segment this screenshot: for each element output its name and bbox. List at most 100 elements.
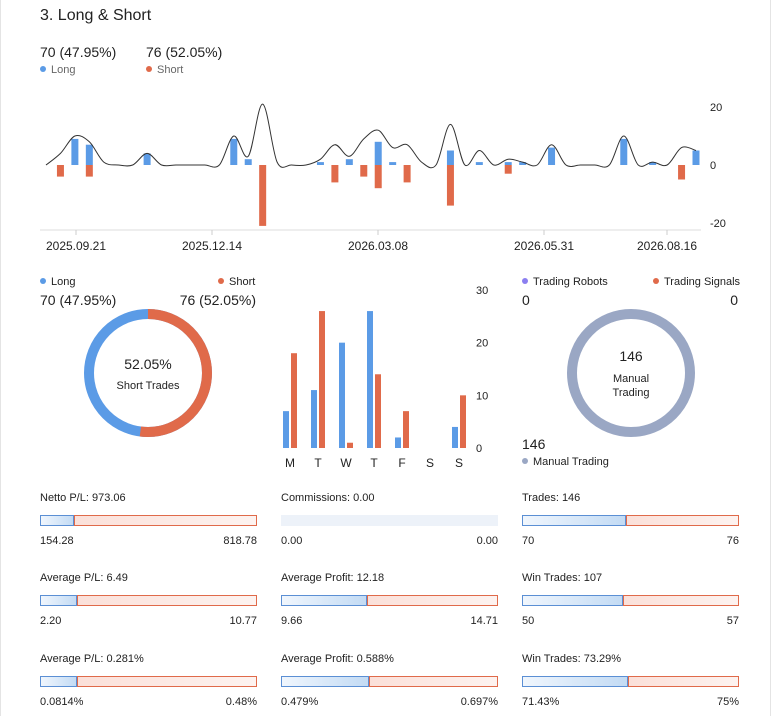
timeline-bars bbox=[56, 138, 700, 226]
weekday-short-bar bbox=[460, 395, 466, 448]
timeline-long-bar bbox=[620, 138, 628, 165]
signals-dot-icon bbox=[653, 278, 659, 284]
summary-long-label: Long bbox=[51, 64, 76, 76]
stat-bar-long bbox=[40, 515, 74, 526]
stat-label: Average Profit: 12.18 bbox=[281, 572, 385, 584]
stat-left-value: 9.66 bbox=[281, 615, 303, 627]
stat-right-value: 10.77 bbox=[229, 615, 257, 627]
timeline-long-bar bbox=[548, 147, 556, 165]
stat-bar-long bbox=[522, 595, 623, 606]
weekday-y-tick-label: 0 bbox=[476, 443, 482, 455]
stat-bar-long bbox=[522, 515, 626, 526]
long-short-donut: 52.05% Short Trades bbox=[84, 309, 212, 437]
weekday-long-bar bbox=[367, 311, 373, 448]
timeline-long-bar bbox=[316, 162, 324, 165]
robots-legend: Trading Robots bbox=[522, 276, 608, 288]
timeline-x-tick-label: 2026.05.31 bbox=[514, 239, 574, 253]
timeline-short-bar bbox=[678, 165, 686, 180]
short-dot-icon bbox=[218, 278, 224, 284]
timeline-short-bar bbox=[504, 165, 512, 174]
stat-bar-long bbox=[522, 676, 628, 687]
stat-left-value: 70 bbox=[522, 535, 535, 547]
weekday-y-tick-label: 10 bbox=[476, 390, 488, 402]
stat-right-value: 0.48% bbox=[225, 696, 257, 708]
timeline-long-bar bbox=[649, 162, 657, 165]
timeline-x-ticks: 2025.09.21 2025.12.14 2026.03.08 2026.05.31… bbox=[46, 230, 697, 253]
weekday-x-tick-label: T bbox=[314, 456, 322, 470]
donut-short-legend: Short bbox=[218, 276, 255, 288]
weekday-long-bar bbox=[395, 437, 401, 448]
stat-bar-short bbox=[623, 595, 739, 606]
stat-bar-short bbox=[369, 676, 498, 687]
timeline-long-bar bbox=[519, 162, 527, 165]
weekday-y-ticks: 30 20 10 0 bbox=[476, 285, 488, 455]
weekday-x-tick-label: S bbox=[426, 456, 434, 470]
weekday-x-tick-label: M bbox=[285, 456, 295, 470]
timeline-short-bar bbox=[446, 165, 454, 206]
weekday-long-bar bbox=[452, 426, 458, 448]
summary-short-legend: Short bbox=[146, 64, 183, 76]
timeline-long-bar bbox=[692, 150, 700, 165]
timeline-long-bar bbox=[85, 144, 93, 165]
stat-label: Trades: 146 bbox=[522, 492, 581, 504]
donut-short-value: 76 (52.05%) bbox=[179, 292, 256, 308]
weekday-x-tick-label: W bbox=[340, 456, 352, 470]
long-dot-icon bbox=[40, 66, 46, 72]
timeline-curve bbox=[45, 103, 697, 169]
stat-bar-long bbox=[281, 595, 367, 606]
stat-bar-long bbox=[40, 595, 77, 606]
trading-type-donut: 146 Manual Trading bbox=[567, 309, 695, 437]
stat-right-value: 0.00 bbox=[476, 535, 498, 547]
donut-short-slice bbox=[84, 309, 212, 437]
weekday-short-bar bbox=[319, 311, 325, 448]
weekday-short-bar bbox=[347, 442, 353, 448]
manual-value: 146 bbox=[522, 436, 546, 452]
stat-bar-short bbox=[626, 515, 739, 526]
timeline-short-bar bbox=[360, 165, 368, 177]
timeline-long-bar bbox=[143, 153, 151, 165]
weekday-x-tick-label: S bbox=[455, 456, 463, 470]
weekday-y-tick-label: 30 bbox=[476, 285, 488, 297]
timeline-x-tick-label: 2025.09.21 bbox=[46, 239, 106, 253]
stat-label: Average P/L: 0.281% bbox=[40, 653, 144, 665]
stat-label: Commissions: 0.00 bbox=[281, 492, 375, 504]
weekday-bars bbox=[283, 311, 466, 448]
stat-right-value: 14.71 bbox=[470, 615, 498, 627]
timeline-y-tick-label: 20 bbox=[710, 102, 722, 114]
short-dot-icon bbox=[146, 66, 152, 72]
timeline-short-bar bbox=[331, 165, 339, 183]
weekday-x-tick-label: F bbox=[398, 456, 405, 470]
stat-left-value: 2.20 bbox=[40, 615, 62, 627]
stat-label: Win Trades: 73.29% bbox=[522, 653, 622, 665]
weekday-long-bar bbox=[283, 411, 289, 448]
timeline-short-bar bbox=[85, 165, 93, 177]
manual-legend: Manual Trading bbox=[522, 456, 609, 468]
stat-bar-short bbox=[367, 595, 498, 606]
timeline-short-bar bbox=[56, 165, 64, 177]
signals-value: 0 bbox=[730, 292, 738, 308]
weekday-short-bar bbox=[291, 353, 297, 448]
timeline-long-bar bbox=[71, 138, 79, 165]
weekday-long-bar bbox=[311, 390, 317, 448]
timeline-long-bar bbox=[475, 162, 483, 165]
weekday-y-tick-label: 20 bbox=[476, 338, 488, 350]
stat-label: Average P/L: 6.49 bbox=[40, 572, 128, 584]
donut-long-legend: Long bbox=[40, 276, 75, 288]
weekday-long-bar bbox=[339, 342, 345, 448]
stat-left-value: 0.479% bbox=[281, 696, 319, 708]
timeline-short-bar bbox=[403, 165, 411, 183]
stat-right-value: 818.78 bbox=[223, 535, 257, 547]
stat-label: Netto P/L: 973.06 bbox=[40, 492, 126, 504]
timeline-x-tick-label: 2026.03.08 bbox=[348, 239, 408, 253]
stat-bar-short bbox=[74, 515, 257, 526]
stat-right-value: 57 bbox=[726, 615, 739, 627]
timeline-long-bar bbox=[374, 141, 382, 165]
donut-long-label: Long bbox=[51, 276, 76, 288]
donut-long-value: 70 (47.95%) bbox=[40, 292, 117, 308]
section-title: 3. Long & Short bbox=[40, 7, 152, 24]
summary-long-value: 70 (47.95%) bbox=[40, 44, 117, 60]
stat-bar-empty bbox=[281, 515, 498, 526]
stat-bar-short bbox=[77, 676, 257, 687]
timeline-long-bar bbox=[389, 162, 397, 165]
timeline-long-bar bbox=[446, 150, 454, 165]
